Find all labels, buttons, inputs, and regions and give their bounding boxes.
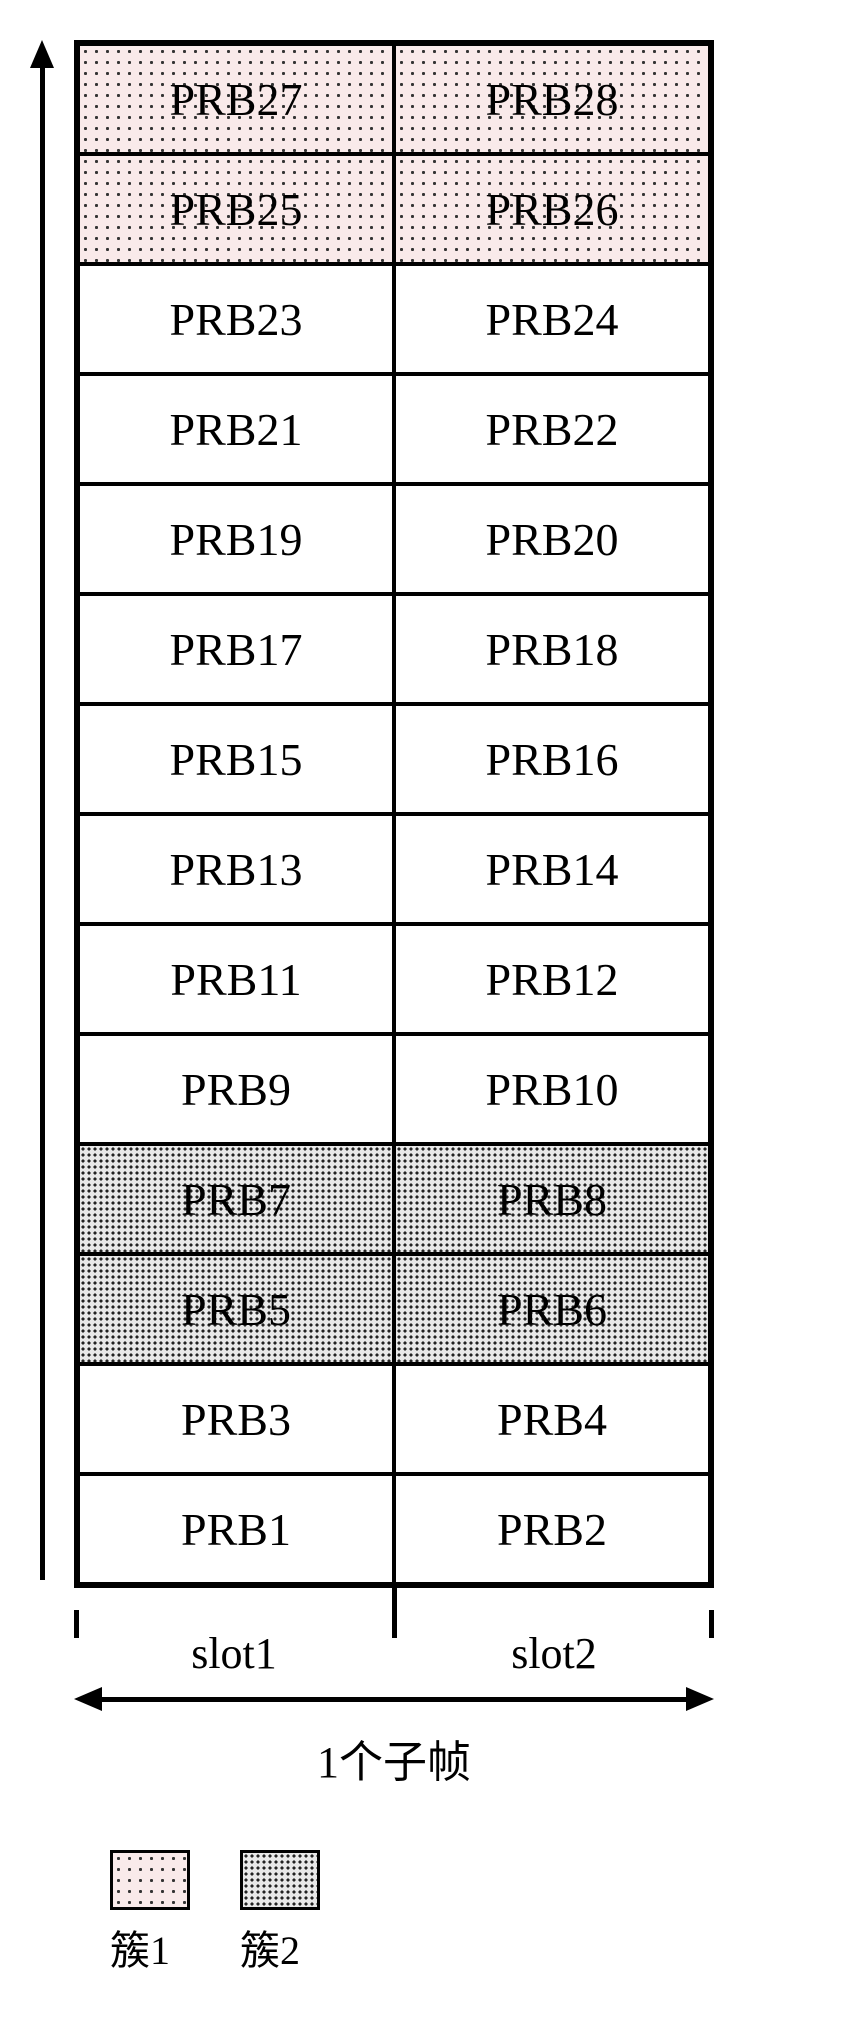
prb-cell: PRB4 — [394, 1364, 710, 1474]
prb-cell: PRB26 — [394, 154, 710, 264]
prb-cell: PRB6 — [394, 1254, 710, 1364]
prb-cell: PRB28 — [394, 44, 710, 154]
prb-cell: PRB22 — [394, 374, 710, 484]
prb-cell: PRB20 — [394, 484, 710, 594]
prb-cell: PRB1 — [78, 1474, 394, 1584]
arrow-right-icon — [686, 1687, 714, 1711]
prb-cell: PRB27 — [78, 44, 394, 154]
prb-cell: PRB16 — [394, 704, 710, 814]
tick-center — [392, 1588, 397, 1638]
legend-item: 簇1 — [110, 1850, 190, 1976]
legend-label: 簇1 — [110, 1918, 170, 1976]
prb-grid: PRB27PRB28PRB25PRB26PRB23PRB24PRB21PRB22… — [74, 40, 714, 1588]
arrow-up-icon — [30, 40, 54, 68]
prb-cell: PRB18 — [394, 594, 710, 704]
subframe-label: 1个子帧 — [74, 1726, 714, 1790]
prb-cell: PRB14 — [394, 814, 710, 924]
prb-cell: PRB13 — [78, 814, 394, 924]
prb-cell: PRB9 — [78, 1034, 394, 1144]
y-axis-line — [40, 68, 45, 1580]
tick-left — [74, 1610, 79, 1638]
prb-cell: PRB23 — [78, 264, 394, 374]
prb-cell: PRB5 — [78, 1254, 394, 1364]
prb-cell: PRB7 — [78, 1144, 394, 1254]
prb-cell: PRB8 — [394, 1144, 710, 1254]
arrow-line — [102, 1697, 686, 1702]
prb-cell: PRB24 — [394, 264, 710, 374]
prb-diagram: f PRB27PRB28PRB25PRB26PRB23PRB24PRB21PRB… — [30, 40, 828, 1790]
prb-cell: PRB25 — [78, 154, 394, 264]
frequency-axis: f — [30, 40, 54, 1580]
legend-swatch — [110, 1850, 190, 1910]
prb-cell: PRB15 — [78, 704, 394, 814]
arrow-left-icon — [74, 1687, 102, 1711]
prb-cell: PRB19 — [78, 484, 394, 594]
time-axis: slot1 slot2 1个子帧 — [74, 1608, 714, 1790]
prb-cell: PRB11 — [78, 924, 394, 1034]
grid-wrap: PRB27PRB28PRB25PRB26PRB23PRB24PRB21PRB22… — [74, 40, 714, 1790]
legend: 簇1 簇2 — [110, 1850, 828, 1976]
legend-swatch — [240, 1850, 320, 1910]
prb-cell: PRB21 — [78, 374, 394, 484]
prb-cell: PRB2 — [394, 1474, 710, 1584]
prb-cell: PRB12 — [394, 924, 710, 1034]
legend-item: 簇2 — [240, 1850, 320, 1976]
tick-right — [709, 1610, 714, 1638]
prb-cell: PRB3 — [78, 1364, 394, 1474]
prb-cell: PRB10 — [394, 1034, 710, 1144]
subframe-arrow — [74, 1687, 714, 1711]
legend-label: 簇2 — [240, 1918, 300, 1976]
prb-cell: PRB17 — [78, 594, 394, 704]
